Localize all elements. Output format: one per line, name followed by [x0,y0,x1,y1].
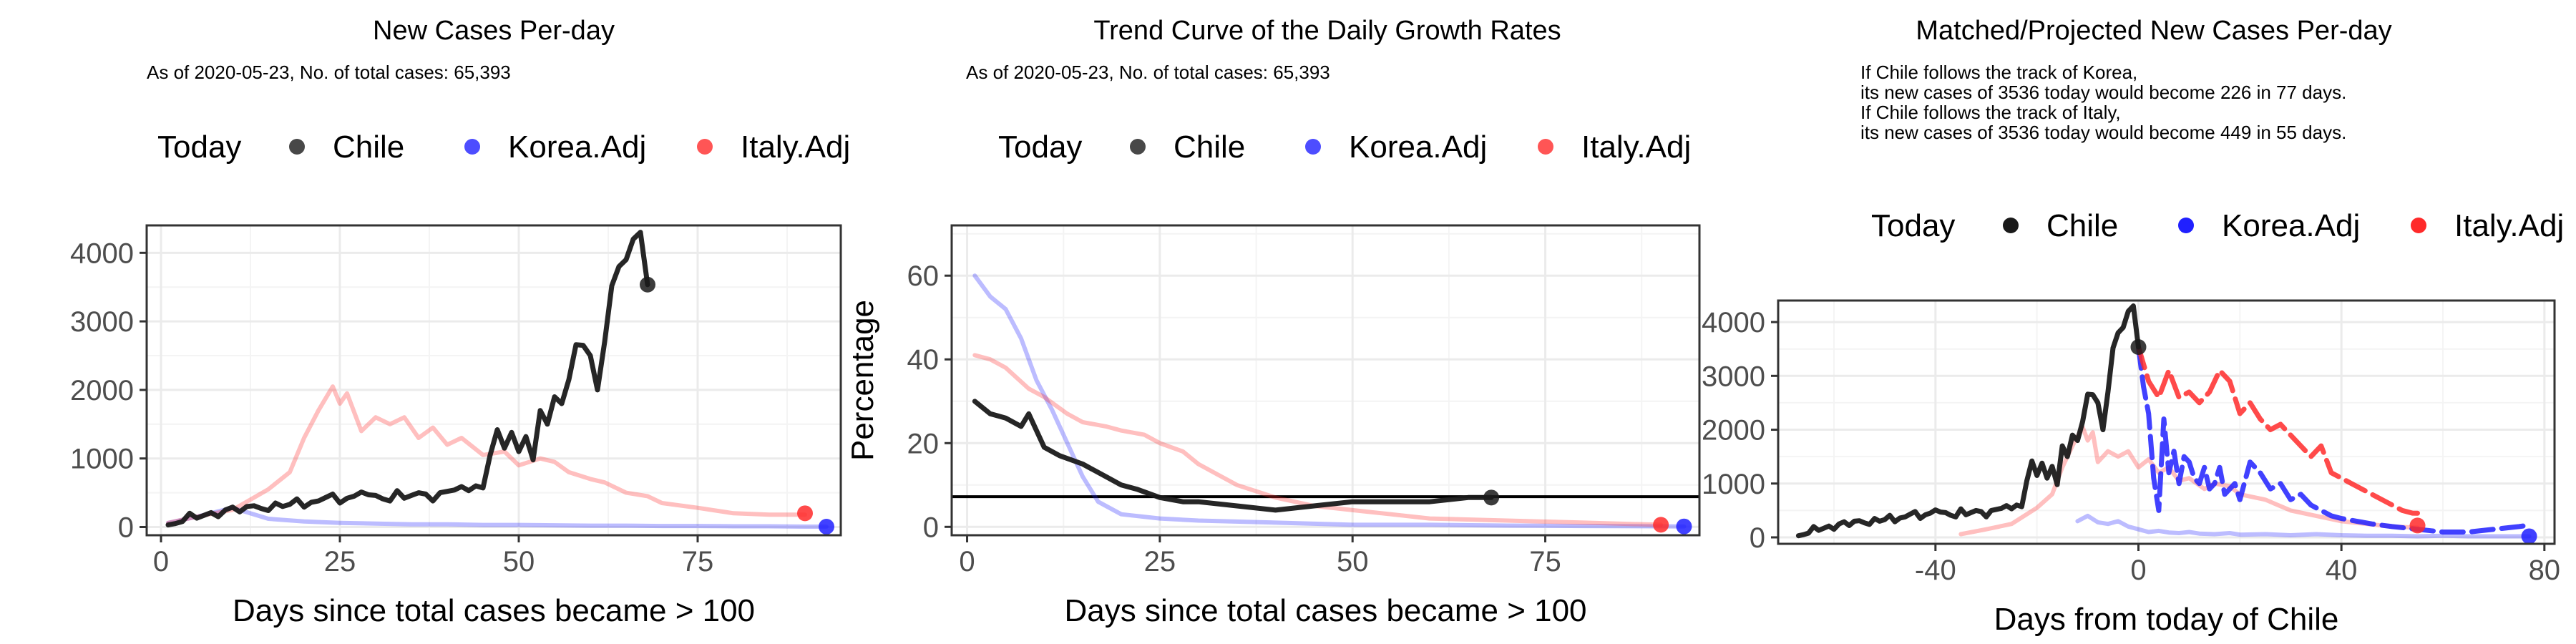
plot-frame [145,224,842,537]
series-line-chile [1795,303,2141,539]
legend-label: Korea.Adj [508,130,646,165]
y-tick-label: 2000 [1702,415,1765,447]
legend: Today Chile Korea.Adj Italy.Adj [998,130,1691,165]
legend-key [697,139,713,155]
legend-key [1305,139,1321,155]
x-tick-label: 75 [1529,546,1561,577]
today-point-chile [2130,338,2147,355]
legend-key [2003,218,2019,233]
chart-panel-3: Matched/Projected New Cases Per-day If Ch… [1702,16,2564,637]
chart-title: New Cases Per-day [373,16,615,46]
x-tick-label: 25 [324,546,356,577]
series-line-chile [972,399,1494,513]
y-tick-label: 40 [907,344,940,376]
chart-title: Trend Curve of the Daily Growth Rates [1093,16,1561,46]
series-line-italy-adj [1958,424,2420,537]
chart-subtitle: its new cases of 3536 today would become… [1860,82,2346,103]
y-tick-label: 0 [1750,522,1765,554]
x-axis-title: Days since total cases became > 100 [233,593,755,628]
legend-label: Italy.Adj [741,130,850,165]
y-tick-label: 60 [907,260,940,292]
x-tick-label: 75 [682,546,714,577]
x-tick-label: 0 [2130,555,2146,586]
series-line-italy-adj [972,353,1664,527]
legend-label: Italy.Adj [2454,208,2564,243]
y-tick-label: 2000 [70,375,134,406]
legend-title: Today [998,130,1082,165]
chart-title: Matched/Projected New Cases Per-day [1916,16,2391,46]
legend-label: Italy.Adj [1581,130,1691,165]
y-tick-label: 4000 [70,238,134,269]
legend-key [2411,218,2426,233]
chart-subtitle: As of 2020-05-23, No. of total cases: 65… [147,62,511,83]
today-point-italy-adj [797,505,813,522]
legend-label: Chile [333,130,404,165]
x-tick-label: 25 [1144,546,1176,577]
x-tick-label: 50 [1337,546,1369,577]
x-axis-title: Days from today of Chile [1994,602,2339,637]
legend-label: Chile [1174,130,1245,165]
legend-label: Korea.Adj [2222,208,2360,243]
today-point-chile [1483,489,1500,506]
chart-panel-1: New Cases Per-day As of 2020-05-23, No. o… [70,16,850,628]
legend-title: Today [1871,208,1955,243]
x-tick-label: 80 [2529,555,2561,586]
series-line-chile [165,230,650,528]
x-tick-label: -40 [1915,555,1956,586]
y-tick-label: 4000 [1702,307,1765,338]
series-line-korea-adj-projected [2136,344,2532,535]
legend-key [1538,139,1553,155]
chart-subtitle: If Chile follows the track of Italy, [1860,102,2121,123]
today-point-chile [640,276,655,293]
gridlines [952,225,1699,535]
series-line-italy-adj-projected [2136,344,2420,516]
x-tick-label: 0 [959,546,975,577]
series-line-korea-adj [972,273,1687,529]
x-axis-title: Days since total cases became > 100 [1064,593,1586,628]
y-tick-label: 3000 [1702,361,1765,392]
x-tick-label: 50 [503,546,535,577]
y-tick-label: 0 [118,512,134,544]
chart-panel-2: Trend Curve of the Daily Growth Rates As … [845,16,1701,628]
legend-label: Korea.Adj [1349,130,1487,165]
y-tick-label: 3000 [70,306,134,338]
legend-key [1130,139,1146,155]
plot-frame [950,224,1701,537]
plot-frame [1777,299,2556,545]
legend-key [289,139,305,155]
y-axis-title: Percentage [845,300,880,461]
today-point-korea-adj [819,519,834,535]
gridlines [147,225,841,535]
series-line-italy-adj [166,384,807,525]
legend-label: Chile [2046,208,2118,243]
series-line-korea-adj [166,505,829,529]
legend-key [464,139,480,155]
y-tick-label: 1000 [1702,469,1765,500]
today-point-korea-adj [1676,518,1692,535]
today-point-korea-adj [2521,528,2537,545]
legend: Today Chile Korea.Adj Italy.Adj [157,130,850,165]
legend-key [2178,218,2194,233]
legend-title: Today [157,130,241,165]
chart-subtitle: its new cases of 3536 today would become… [1860,122,2346,143]
today-point-italy-adj [1653,517,1669,533]
y-tick-label: 0 [923,512,939,543]
x-tick-label: 40 [2326,555,2358,586]
chart-subtitle: If Chile follows the track of Korea, [1860,62,2137,83]
y-tick-label: 1000 [70,444,134,475]
legend: Today Chile Korea.Adj Italy.Adj [1871,208,2564,243]
series-line-korea-adj [2075,513,2532,539]
today-point-italy-adj [2409,517,2426,534]
y-tick-label: 20 [907,428,940,459]
x-tick-label: 0 [153,546,169,577]
chart-subtitle: As of 2020-05-23, No. of total cases: 65… [966,62,1330,83]
